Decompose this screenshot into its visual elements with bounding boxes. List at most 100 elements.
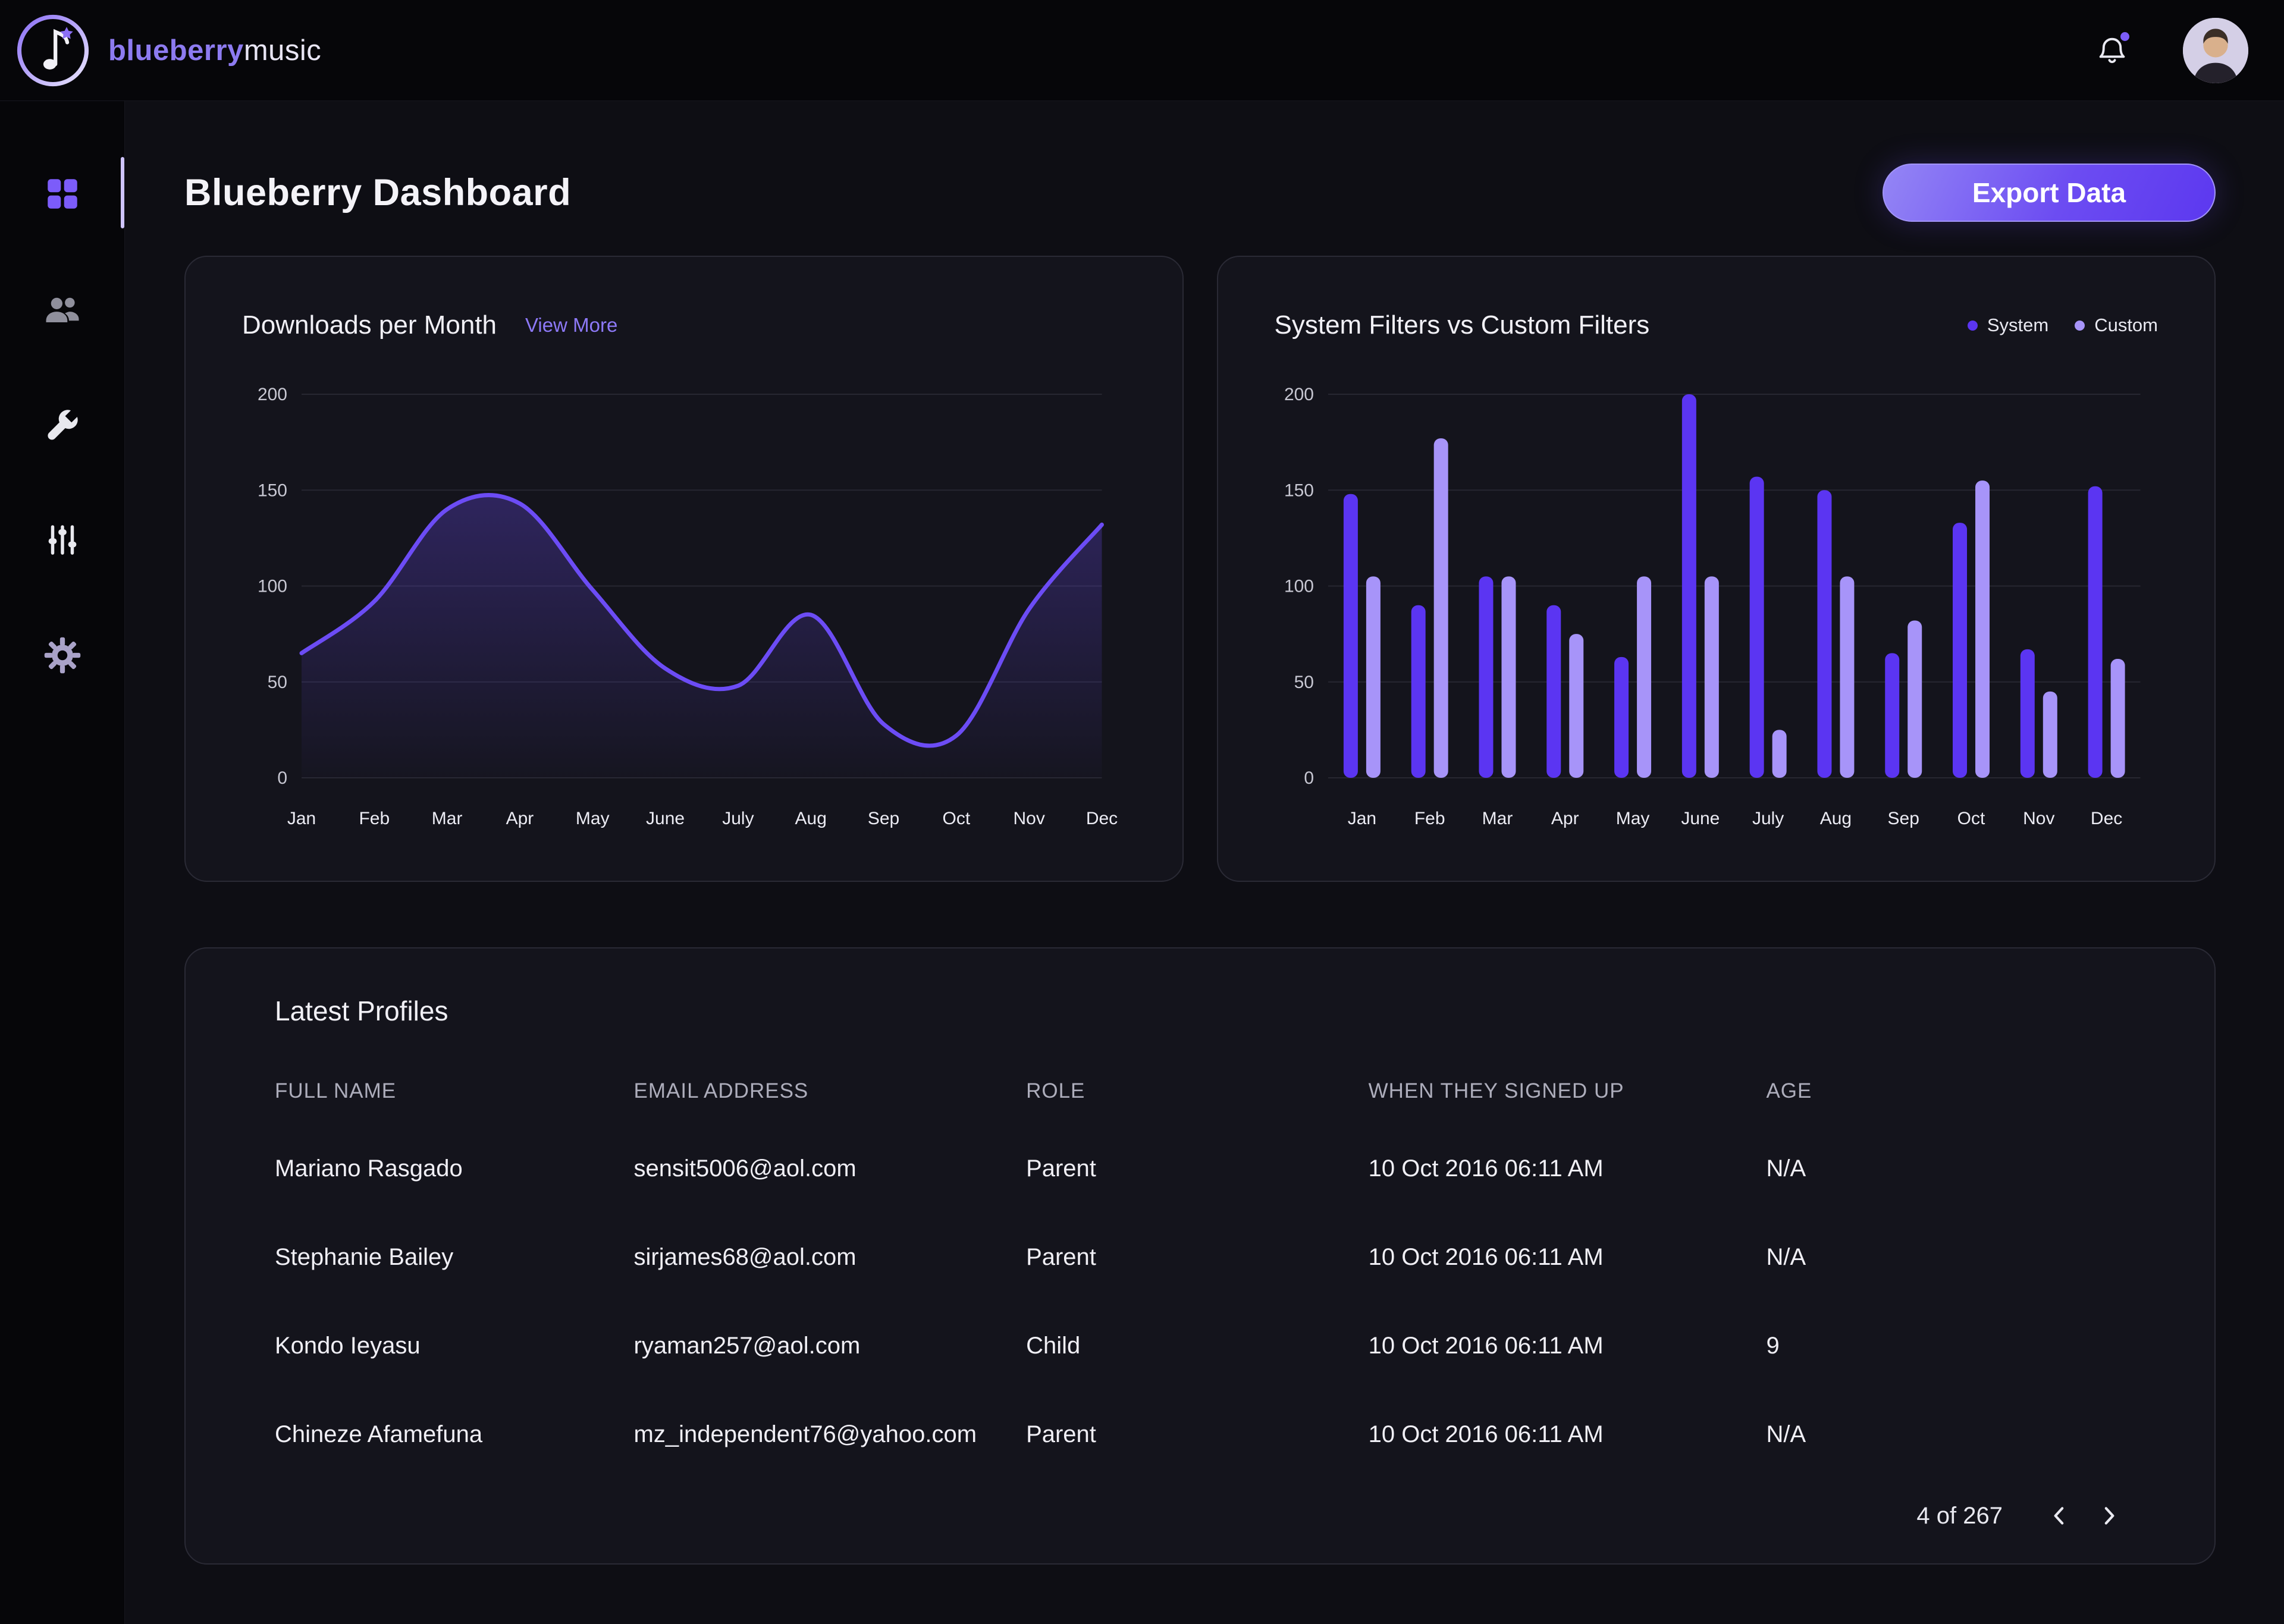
svg-text:July: July bbox=[1752, 809, 1783, 828]
svg-text:50: 50 bbox=[1294, 673, 1313, 692]
column-header: ROLE bbox=[1026, 1079, 1369, 1103]
export-data-button[interactable]: Export Data bbox=[1883, 164, 2216, 222]
topbar-actions bbox=[2094, 18, 2248, 83]
svg-text:May: May bbox=[1615, 809, 1649, 828]
svg-text:Sep: Sep bbox=[1887, 809, 1919, 828]
page-title: Blueberry Dashboard bbox=[184, 171, 571, 214]
svg-text:Feb: Feb bbox=[1414, 809, 1445, 828]
brand-logo[interactable]: blueberrymusic bbox=[13, 11, 321, 90]
column-header: AGE bbox=[1766, 1079, 2125, 1103]
dashboard-icon bbox=[43, 174, 82, 213]
latest-profiles-card: Latest Profiles FULL NAMEEMAIL ADDRESSRO… bbox=[184, 947, 2216, 1565]
active-indicator bbox=[121, 157, 124, 228]
filters-bar-chart: 050100150200JanFebMarAprMayJuneJulyAugSe… bbox=[1275, 367, 2158, 849]
svg-text:Feb: Feb bbox=[359, 809, 390, 828]
sidebar-item-settings[interactable] bbox=[41, 634, 84, 677]
chevron-left-icon bbox=[2047, 1503, 2072, 1528]
table-cell: Kondo Ieyasu bbox=[275, 1333, 634, 1359]
filters-card-title: System Filters vs Custom Filters bbox=[1275, 310, 1650, 340]
downloads-line-chart: 0 50 100 150 200 Jan Feb Mar Apr May June July Aug Se… bbox=[242, 367, 1126, 849]
svg-text:May: May bbox=[576, 809, 610, 828]
table-footer: 4 of 267 bbox=[275, 1492, 2125, 1540]
sidebar-item-filters[interactable] bbox=[41, 519, 84, 561]
downloads-card: Downloads per Month View More 0 50 100 150 2… bbox=[184, 256, 1184, 882]
users-icon bbox=[43, 290, 82, 329]
table-cell: N/A bbox=[1766, 1421, 2125, 1448]
svg-text:200: 200 bbox=[258, 385, 287, 404]
svg-text:June: June bbox=[646, 809, 685, 828]
svg-text:Aug: Aug bbox=[795, 809, 827, 828]
table-row: Kondo Ieyasuryaman257@aol.comChild10 Oct… bbox=[275, 1302, 2125, 1390]
table-cell: ryaman257@aol.com bbox=[634, 1333, 1027, 1359]
column-header: EMAIL ADDRESS bbox=[634, 1079, 1027, 1103]
view-more-link[interactable]: View More bbox=[525, 314, 617, 337]
svg-text:Mar: Mar bbox=[1482, 809, 1513, 828]
notification-dot bbox=[2120, 32, 2129, 41]
custom-legend-dot bbox=[2075, 321, 2085, 331]
table-title: Latest Profiles bbox=[275, 995, 2125, 1027]
table-cell: Parent bbox=[1026, 1155, 1369, 1182]
charts-row: Downloads per Month View More 0 50 100 150 2… bbox=[184, 256, 2216, 882]
music-note-logo-icon bbox=[13, 11, 93, 90]
svg-text:Mar: Mar bbox=[432, 809, 463, 828]
table-cell: N/A bbox=[1766, 1155, 2125, 1182]
table-cell: Parent bbox=[1026, 1244, 1369, 1271]
sidebar-item-tools[interactable] bbox=[41, 403, 84, 446]
page-header: Blueberry Dashboard Export Data bbox=[184, 164, 2216, 222]
pagination-next-button[interactable] bbox=[2094, 1502, 2123, 1530]
svg-text:July: July bbox=[722, 809, 754, 828]
custom-legend-label: Custom bbox=[2094, 315, 2158, 336]
svg-text:June: June bbox=[1681, 809, 1720, 828]
table-cell: Child bbox=[1026, 1333, 1369, 1359]
svg-text:Aug: Aug bbox=[1819, 809, 1851, 828]
table-cell: Stephanie Bailey bbox=[275, 1244, 634, 1271]
notifications-button[interactable] bbox=[2094, 31, 2131, 70]
table-cell: N/A bbox=[1766, 1244, 2125, 1271]
svg-text:100: 100 bbox=[1284, 577, 1313, 596]
table-cell: Parent bbox=[1026, 1421, 1369, 1448]
table-cell: 10 Oct 2016 06:11 AM bbox=[1369, 1333, 1767, 1359]
pagination-prev-button[interactable] bbox=[2045, 1502, 2074, 1530]
svg-text:0: 0 bbox=[1304, 768, 1314, 788]
pagination-label: 4 of 267 bbox=[1916, 1503, 2003, 1529]
chart-legend: System Custom bbox=[1968, 315, 2158, 336]
svg-text:50: 50 bbox=[268, 673, 287, 692]
svg-text:100: 100 bbox=[258, 577, 287, 596]
brand-bold-text: blueberry bbox=[108, 34, 244, 67]
svg-text:150: 150 bbox=[258, 480, 287, 500]
system-legend-dot bbox=[1968, 321, 1978, 331]
sidebar bbox=[0, 101, 125, 1624]
svg-text:200: 200 bbox=[1284, 385, 1313, 404]
table-cell: Chineze Afamefuna bbox=[275, 1421, 634, 1448]
sidebar-item-dashboard[interactable] bbox=[41, 172, 84, 215]
svg-text:Apr: Apr bbox=[506, 809, 534, 828]
svg-text:Apr: Apr bbox=[1551, 809, 1579, 828]
table-cell: sensit5006@aol.com bbox=[634, 1155, 1027, 1182]
topbar: blueberrymusic bbox=[0, 0, 2284, 101]
avatar-image bbox=[2183, 18, 2248, 83]
downloads-card-title: Downloads per Month bbox=[242, 310, 497, 340]
column-header: WHEN THEY SIGNED UP bbox=[1369, 1079, 1767, 1103]
svg-text:Oct: Oct bbox=[1957, 809, 1985, 828]
brand-light-text: music bbox=[244, 34, 321, 67]
table-body: Mariano Rasgadosensit5006@aol.comParent1… bbox=[275, 1124, 2125, 1479]
legend-item-custom: Custom bbox=[2075, 315, 2158, 336]
svg-text:Dec: Dec bbox=[2090, 809, 2122, 828]
table-row: Mariano Rasgadosensit5006@aol.comParent1… bbox=[275, 1124, 2125, 1213]
chevron-right-icon bbox=[2096, 1503, 2121, 1528]
sidebar-item-users[interactable] bbox=[41, 288, 84, 331]
svg-text:Nov: Nov bbox=[2023, 809, 2054, 828]
table-cell: 9 bbox=[1766, 1333, 2125, 1359]
svg-text:Oct: Oct bbox=[943, 809, 971, 828]
wrench-icon bbox=[43, 405, 82, 444]
legend-item-system: System bbox=[1968, 315, 2048, 336]
table-header-row: FULL NAMEEMAIL ADDRESSROLEWHEN THEY SIGN… bbox=[275, 1058, 2125, 1124]
svg-text:Jan: Jan bbox=[287, 809, 316, 828]
svg-text:Nov: Nov bbox=[1014, 809, 1045, 828]
avatar[interactable] bbox=[2183, 18, 2248, 83]
svg-text:0: 0 bbox=[277, 768, 287, 788]
filters-card-header: System Filters vs Custom Filters System … bbox=[1275, 306, 2158, 345]
svg-text:Sep: Sep bbox=[868, 809, 899, 828]
table-cell: 10 Oct 2016 06:11 AM bbox=[1369, 1244, 1767, 1271]
downloads-card-header: Downloads per Month View More bbox=[242, 306, 1126, 345]
